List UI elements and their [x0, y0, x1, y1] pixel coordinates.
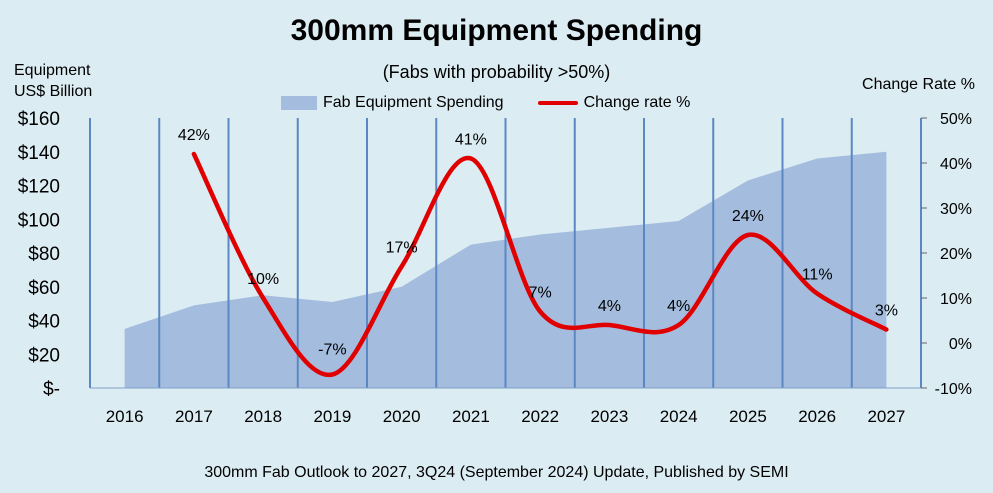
right-tick-label: 50% — [940, 111, 972, 128]
left-axis-label-line1: Equipment — [14, 62, 91, 79]
data-label: 17% — [386, 240, 418, 257]
left-tick-label: $100 — [18, 210, 60, 231]
data-label: 24% — [732, 208, 764, 225]
right-tick-label: 30% — [940, 201, 972, 218]
left-axis-label: Equipment US$ Billion — [14, 60, 92, 102]
legend-swatch-line — [537, 101, 578, 105]
x-tick-label: 2022 — [521, 407, 559, 426]
legend-item-equipment: Fab Equipment Spending — [281, 94, 504, 112]
data-label: 4% — [598, 298, 621, 315]
chart-subtitle: (Fabs with probability >50%) — [382, 62, 611, 82]
left-tick-label: $60 — [28, 278, 60, 299]
right-tick-label: 20% — [940, 246, 972, 263]
legend-item-change: Change rate % — [537, 94, 691, 112]
x-tick-label: 2024 — [660, 407, 698, 426]
left-tick-label: $140 — [18, 143, 60, 164]
data-label: -7% — [318, 342, 346, 359]
right-tick-label: -10% — [935, 381, 972, 398]
source-footer: 300mm Fab Outlook to 2027, 3Q24 (Septemb… — [204, 464, 789, 481]
left-tick-label: $40 — [28, 312, 60, 333]
right-tick-label: 40% — [940, 156, 972, 173]
data-label: 41% — [455, 132, 487, 149]
chart-title: 300mm Equipment Spending — [290, 14, 703, 47]
left-axis-label-line2: US$ Billion — [14, 83, 93, 100]
right-axis-label: Change Rate % — [862, 76, 975, 93]
left-tick-label: $80 — [28, 244, 60, 265]
x-tick-label: 2017 — [175, 407, 213, 426]
line-series-change-rate — [191, 151, 889, 377]
x-tick-label: 2025 — [729, 407, 767, 426]
right-tick-label: 0% — [949, 336, 972, 353]
right-tick-label: 10% — [940, 291, 972, 308]
data-label: 3% — [875, 303, 898, 320]
x-tick-label: 2018 — [244, 407, 282, 426]
x-tick-label: 2021 — [452, 407, 490, 426]
legend-label-change: Change rate % — [583, 94, 691, 111]
legend: Fab Equipment Spending Change rate % — [281, 94, 716, 112]
x-tick-label: 2019 — [313, 407, 351, 426]
x-tick-label: 2016 — [106, 407, 144, 426]
x-tick-label: 2027 — [867, 407, 905, 426]
legend-label-equipment: Fab Equipment Spending — [323, 94, 504, 111]
data-label: 11% — [802, 267, 833, 284]
x-tick-label: 2026 — [798, 407, 836, 426]
left-tick-label: $160 — [18, 109, 60, 130]
x-tick-label: 2020 — [383, 407, 421, 426]
data-label: 4% — [667, 298, 690, 315]
left-tick-label: $20 — [28, 345, 60, 366]
x-tick-label: 2023 — [590, 407, 628, 426]
legend-swatch-area — [281, 96, 317, 110]
left-tick-label: $120 — [18, 177, 60, 198]
left-tick-label: $- — [43, 379, 60, 400]
data-label: 42% — [178, 127, 210, 144]
data-label: 7% — [529, 285, 552, 302]
data-label: 10% — [247, 271, 279, 288]
